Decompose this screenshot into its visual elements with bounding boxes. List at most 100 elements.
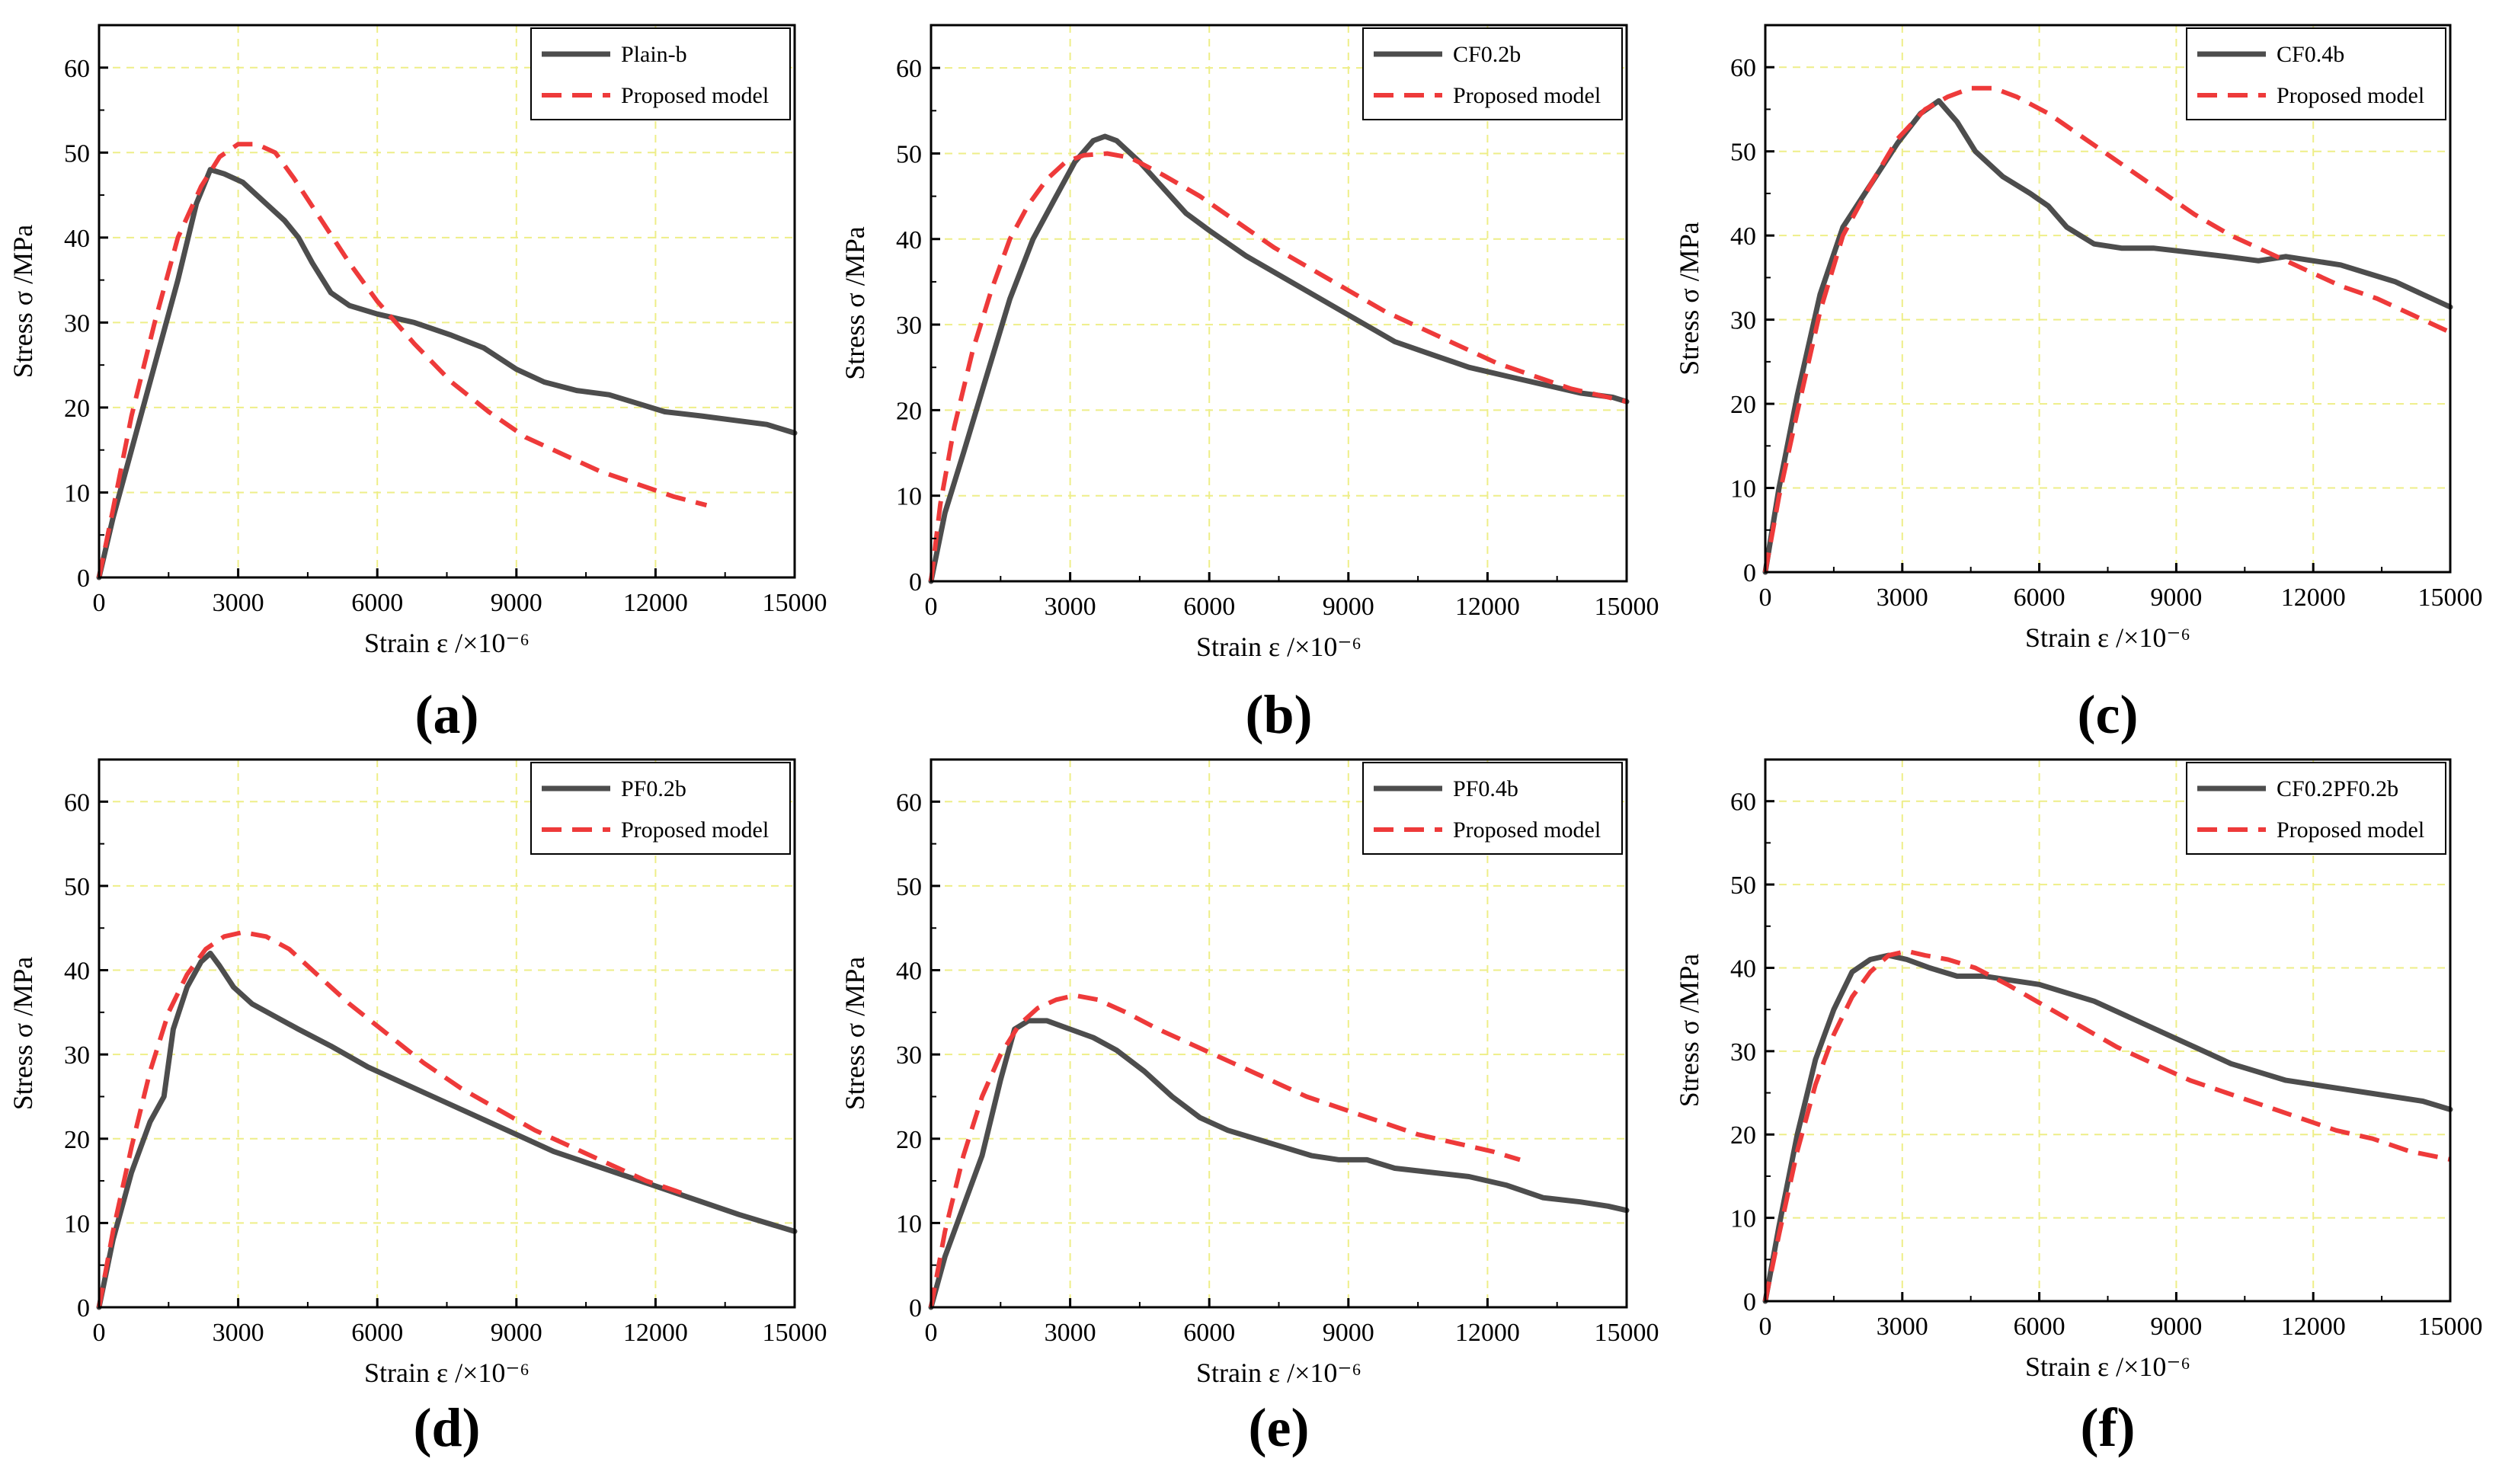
x-axis-title: Strain ε /×10⁻⁶ — [1196, 1358, 1361, 1388]
y-tick-label: 50 — [64, 139, 90, 168]
y-tick-label: 30 — [896, 312, 922, 340]
legend: PF0.4b Proposed model — [1362, 762, 1623, 855]
x-axis-title: Strain ε /×10⁻⁶ — [2025, 1351, 2190, 1382]
legend-box — [1362, 27, 1623, 120]
legend: Plain-b Proposed model — [530, 27, 791, 120]
x-tick-label: 9000 — [491, 1319, 542, 1347]
y-axis-title: Stress σ /MPa — [1674, 222, 1704, 375]
legend-box — [2186, 27, 2446, 120]
legend-box — [530, 762, 791, 855]
y-tick-label: 20 — [64, 1126, 90, 1154]
series-line-model — [1763, 948, 2451, 1302]
x-axis-title: Strain ε /×10⁻⁶ — [364, 628, 530, 658]
legend: CF0.2b Proposed model — [1362, 27, 1623, 120]
x-tick-label: 15000 — [2418, 584, 2483, 612]
y-tick-label: 20 — [1730, 391, 1756, 419]
x-tick-label: 0 — [93, 1319, 106, 1347]
y-tick-label: 40 — [896, 226, 922, 254]
y-tick-label: 30 — [1730, 1038, 1756, 1067]
y-tick-label: 30 — [896, 1041, 922, 1070]
legend-label: Proposed model — [2277, 817, 2424, 843]
x-tick-label: 15000 — [763, 589, 827, 617]
y-tick-label: 40 — [64, 225, 90, 253]
legend-label: Proposed model — [1453, 817, 1601, 843]
panel-label: (c) — [2078, 684, 2139, 745]
x-tick-label: 3000 — [1045, 593, 1096, 621]
legend-label: Proposed model — [621, 83, 769, 108]
y-tick-label: 10 — [64, 1210, 90, 1238]
panel-label: (e) — [1249, 1397, 1310, 1458]
x-tick-label: 12000 — [1455, 593, 1520, 621]
legend: PF0.2b Proposed model — [530, 762, 791, 855]
y-tick-label: 60 — [896, 55, 922, 83]
x-tick-label: 12000 — [1455, 1319, 1520, 1347]
y-axis-title: Stress σ /MPa — [840, 226, 870, 379]
panel-label: (b) — [1246, 684, 1313, 745]
y-tick-label: 20 — [896, 1126, 922, 1154]
x-tick-label: 3000 — [1877, 1313, 1928, 1341]
y-tick-label: 40 — [1730, 222, 1756, 251]
legend-label: CF0.4b — [2277, 42, 2344, 67]
y-axis-title: Stress σ /MPa — [8, 957, 38, 1110]
legend-label: CF0.2b — [1453, 42, 1521, 67]
legend-label: Proposed model — [2277, 83, 2424, 108]
y-tick-label: 30 — [1730, 307, 1756, 335]
chart-panel-f: 0 3000 6000 9000 12000 15000 0 10 20 30 40 50 60 Stra… — [1674, 758, 2483, 1458]
chart-panel-a: 0 3000 6000 9000 12000 15000 0 10 20 30 40 50 60 Stra… — [8, 24, 827, 745]
legend-label: Proposed model — [621, 817, 769, 843]
series-line-model — [1763, 85, 2452, 573]
x-tick-label: 3000 — [1045, 1319, 1096, 1347]
series-line-experimental — [928, 133, 1630, 584]
series-line-model — [97, 929, 684, 1308]
x-tick-label: 15000 — [2418, 1313, 2483, 1341]
y-tick-label: 10 — [896, 1210, 922, 1238]
y-tick-label: 40 — [1730, 955, 1756, 983]
x-tick-label: 15000 — [763, 1319, 827, 1347]
x-tick-label: 0 — [1759, 1313, 1772, 1341]
y-tick-label: 0 — [909, 568, 922, 596]
legend: CF0.2PF0.2b Proposed model — [2186, 762, 2446, 855]
panel-label: (f) — [2081, 1397, 2136, 1458]
x-tick-label: 9000 — [1323, 593, 1374, 621]
x-tick-label: 0 — [925, 593, 938, 621]
y-tick-label: 0 — [1743, 559, 1756, 587]
x-tick-label: 9000 — [2150, 584, 2202, 612]
legend-label: Proposed model — [1453, 83, 1601, 108]
x-tick-label: 12000 — [623, 1319, 688, 1347]
series-line-model — [929, 993, 1521, 1308]
y-tick-label: 20 — [896, 397, 922, 425]
legend: CF0.4b Proposed model — [2186, 27, 2446, 120]
chart-panel-d: 0 3000 6000 9000 12000 15000 0 10 20 30 40 50 60 Stra… — [8, 758, 827, 1458]
y-tick-label: 60 — [64, 788, 90, 817]
y-tick-label: 50 — [1730, 139, 1756, 167]
legend-box — [2186, 762, 2446, 855]
y-tick-label: 40 — [64, 958, 90, 986]
x-tick-label: 15000 — [1595, 593, 1659, 621]
x-axis-title: Strain ε /×10⁻⁶ — [1196, 632, 1361, 662]
x-tick-label: 12000 — [623, 589, 688, 617]
y-tick-label: 20 — [1730, 1121, 1756, 1150]
x-tick-label: 6000 — [351, 589, 403, 617]
legend-label: PF0.4b — [1453, 776, 1518, 801]
x-tick-label: 9000 — [2150, 1313, 2202, 1341]
x-tick-label: 6000 — [1183, 593, 1235, 621]
legend-label: CF0.2PF0.2b — [2277, 776, 2398, 801]
series-line-model — [97, 142, 708, 578]
y-axis-title: Stress σ /MPa — [840, 957, 870, 1110]
y-tick-label: 10 — [896, 483, 922, 511]
y-tick-label: 50 — [1730, 872, 1756, 900]
y-tick-label: 60 — [896, 788, 922, 817]
legend-label: Plain-b — [621, 42, 687, 67]
x-axis-title: Strain ε /×10⁻⁶ — [2025, 622, 2190, 653]
y-tick-label: 60 — [1730, 54, 1756, 82]
x-axis-title: Strain ε /×10⁻⁶ — [364, 1358, 530, 1388]
x-tick-label: 6000 — [2014, 1313, 2065, 1341]
y-tick-label: 10 — [1730, 475, 1756, 504]
panel-label: (a) — [415, 684, 479, 745]
y-tick-label: 0 — [77, 564, 90, 593]
x-tick-label: 12000 — [2281, 584, 2346, 612]
y-tick-label: 10 — [1730, 1205, 1756, 1233]
x-tick-label: 0 — [1759, 584, 1772, 612]
series-line-model — [929, 151, 1627, 582]
